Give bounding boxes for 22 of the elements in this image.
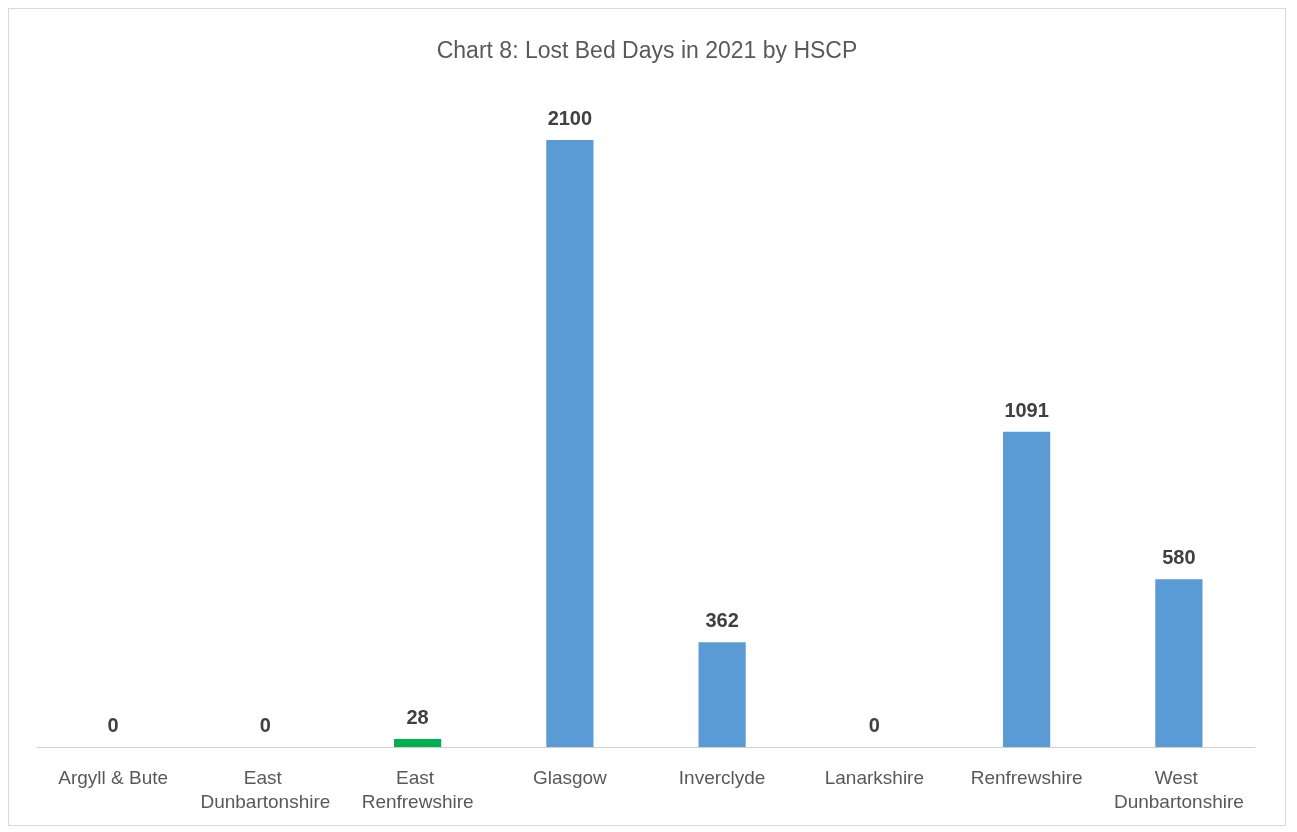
x-tick-label: West Dunbartonshire [1113,766,1244,812]
x-tick-label: Glasgow [532,766,608,788]
data-label: 0 [868,714,880,736]
data-label: 580 [1162,546,1196,569]
x-tick-label: Lanarkshire [824,766,925,788]
bar [1003,431,1051,747]
x-tick-label: Inverclyde [678,766,766,788]
data-label: 1091 [1004,398,1049,421]
chart-title: Chart 8: Lost Bed Days in 2021 by HSCP [436,36,858,63]
data-label: 0 [107,714,119,736]
data-label: 0 [259,714,271,736]
bar [1155,579,1203,747]
x-tick-label: Argyll & Bute [58,766,169,788]
x-tick-label: East Dunbartonshire [200,766,331,812]
data-label: 28 [406,705,429,728]
bar [394,738,442,747]
bar [698,642,746,747]
x-tick-label: East Renfrewshire [361,766,474,812]
data-label: 362 [705,609,739,632]
bar [546,140,594,747]
data-label: 2100 [547,107,593,129]
x-tick-label: Renfrewshire [970,766,1083,788]
